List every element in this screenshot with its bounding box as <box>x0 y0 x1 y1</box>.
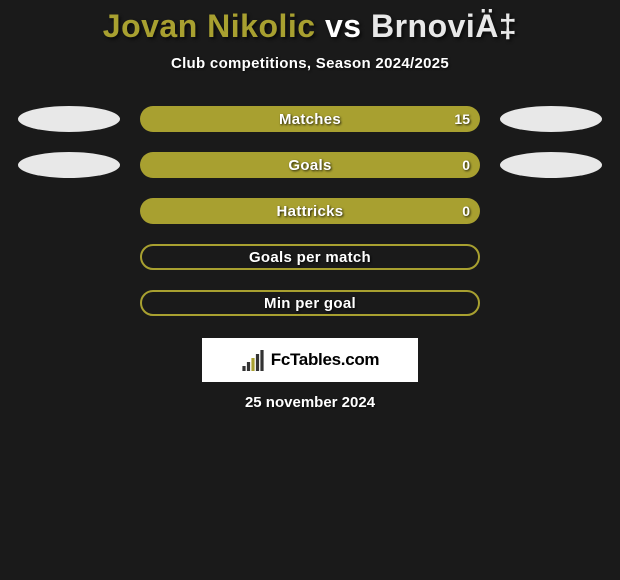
stat-label: Matches <box>279 111 341 128</box>
stat-row: Goals per match <box>0 244 620 270</box>
stat-value: 0 <box>462 157 470 173</box>
stat-bar: Goals per match <box>140 244 480 270</box>
stat-label: Goals <box>288 157 331 174</box>
stat-row: Min per goal <box>0 290 620 316</box>
left-ellipse <box>18 106 120 132</box>
logo-strip: FcTables.com <box>202 338 418 382</box>
stat-value: 0 <box>462 203 470 219</box>
subtitle: Club competitions, Season 2024/2025 <box>0 55 620 72</box>
stat-rows: Matches 15 Goals 0 Hattricks 0 Goals per match… <box>0 106 620 316</box>
left-ellipse <box>18 152 120 178</box>
page-title: Jovan Nikolic vs BrnoviÄ‡ <box>0 0 620 45</box>
stat-bar: Matches 15 <box>140 106 480 132</box>
date-text: 25 november 2024 <box>0 394 620 411</box>
stat-row: Matches 15 <box>0 106 620 132</box>
logo-text: FcTables.com <box>271 350 380 370</box>
right-ellipse <box>500 152 602 178</box>
stat-label: Goals per match <box>249 249 371 266</box>
stat-label: Min per goal <box>264 295 356 312</box>
stat-label: Hattricks <box>277 203 344 220</box>
stat-value: 15 <box>454 111 470 127</box>
stat-bar: Hattricks 0 <box>140 198 480 224</box>
stat-row: Goals 0 <box>0 152 620 178</box>
stat-bar: Goals 0 <box>140 152 480 178</box>
fctables-icon <box>241 349 265 371</box>
stat-row: Hattricks 0 <box>0 198 620 224</box>
stat-bar: Min per goal <box>140 290 480 316</box>
title-player-left: Jovan Nikolic <box>103 8 316 44</box>
right-ellipse <box>500 106 602 132</box>
title-player-right: BrnoviÄ‡ <box>371 8 517 44</box>
title-vs: vs <box>316 8 371 44</box>
comparison-card: Jovan Nikolic vs BrnoviÄ‡ Club competiti… <box>0 0 620 580</box>
